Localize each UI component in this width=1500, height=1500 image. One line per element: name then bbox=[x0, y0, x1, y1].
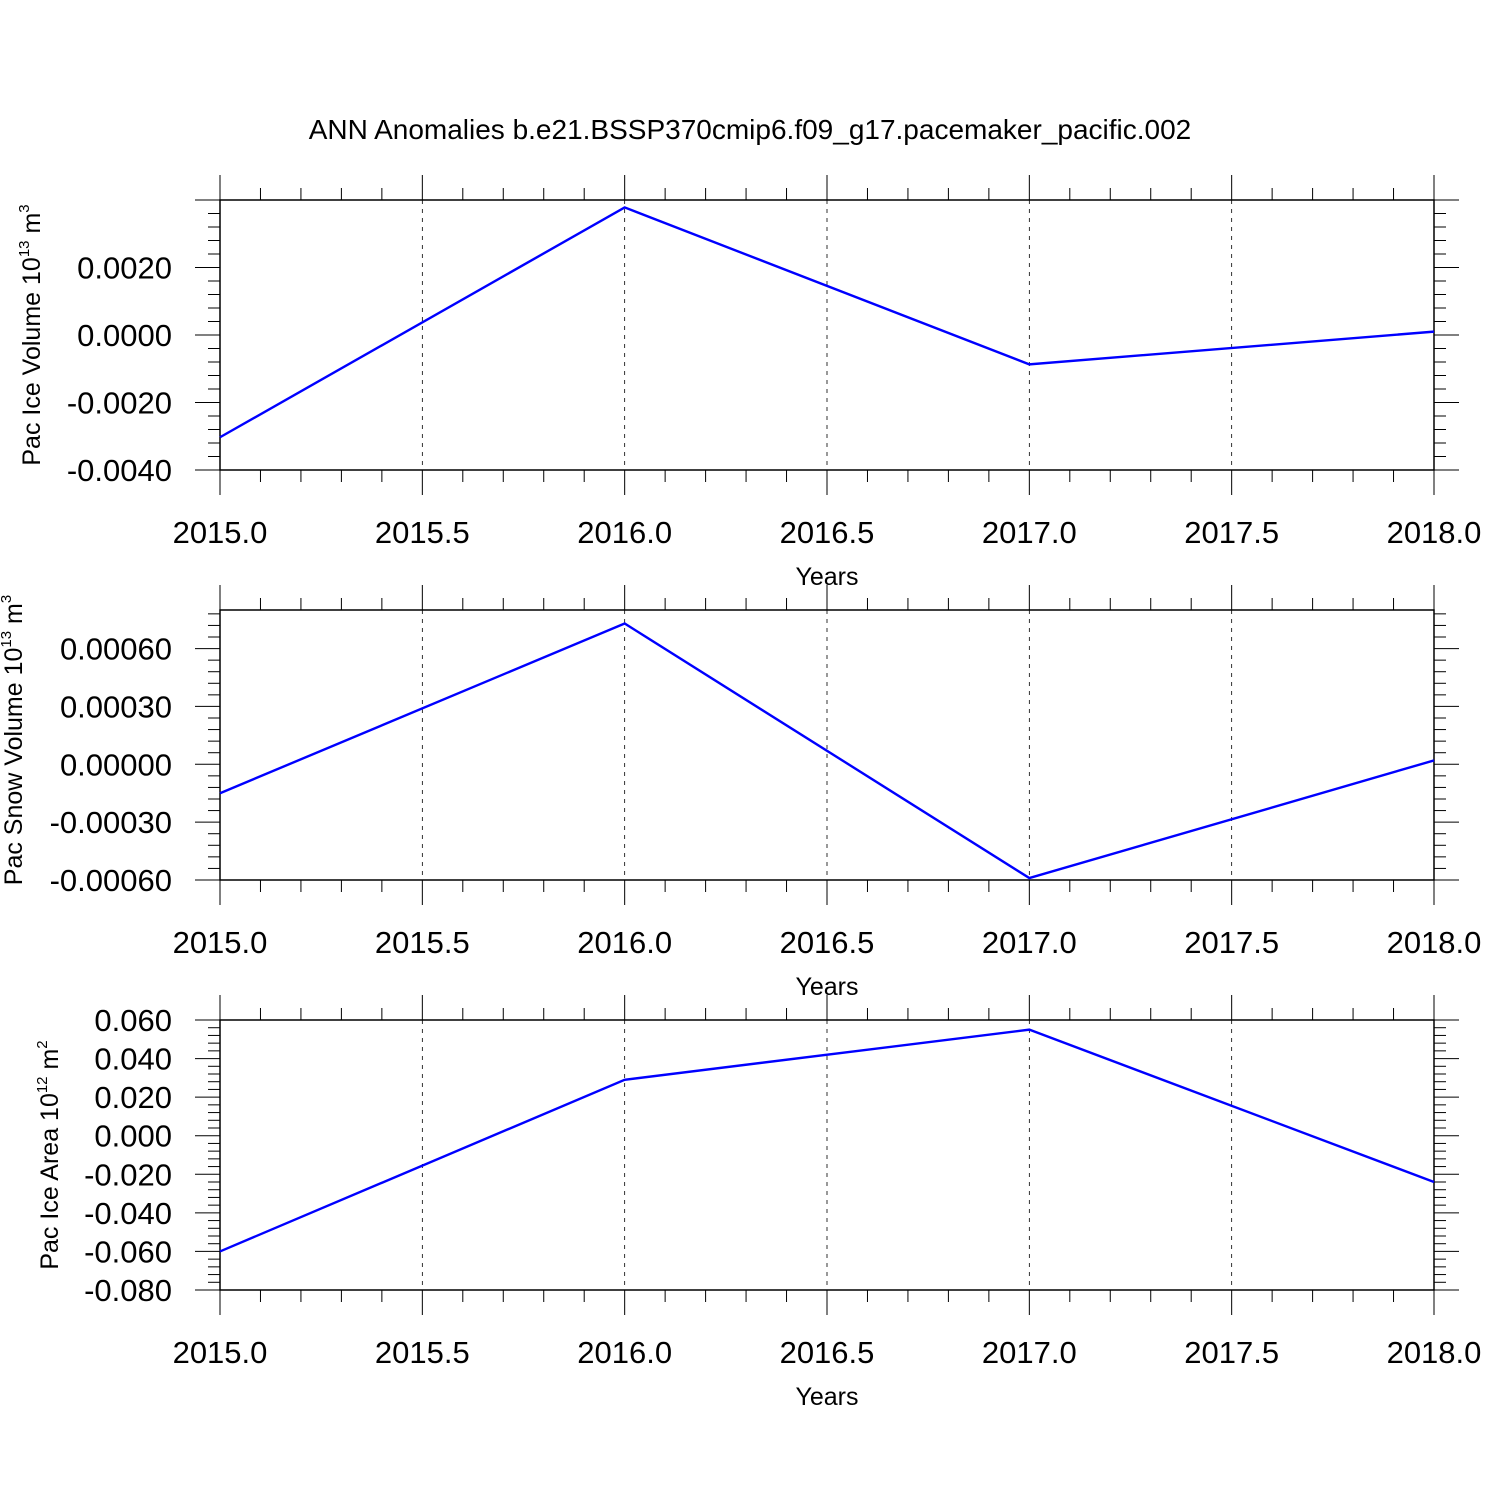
x-tick-label: 2016.0 bbox=[577, 925, 672, 960]
x-tick-label: 2015.5 bbox=[375, 925, 470, 960]
y-tick-label: -0.0020 bbox=[67, 386, 172, 421]
x-tick-label: 2015.5 bbox=[375, 1335, 470, 1370]
y-tick-label: -0.00030 bbox=[50, 805, 172, 840]
y-tick-label: 0.0000 bbox=[77, 318, 172, 353]
x-tick-label: 2017.0 bbox=[982, 925, 1077, 960]
y-tick-label: 0.040 bbox=[94, 1042, 172, 1077]
x-tick-label: 2015.5 bbox=[375, 515, 470, 550]
x-tick-label: 2018.0 bbox=[1387, 515, 1482, 550]
x-tick-label: 2017.0 bbox=[982, 1335, 1077, 1370]
x-axis-label: Years bbox=[795, 1383, 858, 1411]
y-tick-label: 0.000 bbox=[94, 1119, 172, 1154]
x-tick-label: 2015.0 bbox=[173, 515, 268, 550]
y-axis-label: Pac Snow Volume 1013 m3 bbox=[0, 595, 28, 885]
x-tick-label: 2016.0 bbox=[577, 1335, 672, 1370]
x-tick-label: 2017.5 bbox=[1184, 1335, 1279, 1370]
x-tick-label: 2018.0 bbox=[1387, 1335, 1482, 1370]
series-line-1 bbox=[219, 622, 1435, 880]
y-tick-label: 0.020 bbox=[94, 1080, 172, 1115]
y-tick-label: -0.00060 bbox=[50, 863, 172, 898]
x-tick-label: 2015.0 bbox=[173, 1335, 268, 1370]
x-tick-label: 2017.0 bbox=[982, 515, 1077, 550]
x-tick-label: 2016.0 bbox=[577, 515, 672, 550]
x-tick-label: 2016.5 bbox=[780, 515, 875, 550]
x-tick-label: 2015.0 bbox=[173, 925, 268, 960]
y-tick-label: -0.0040 bbox=[67, 453, 172, 488]
y-tick-label: -0.020 bbox=[84, 1157, 172, 1192]
x-tick-label: 2017.5 bbox=[1184, 925, 1279, 960]
panel-3: 2015.0 2015.5 2016.0 2016.5 2017.0 2017.5 2018… bbox=[34, 995, 1481, 1411]
y-tick-label: 0.00060 bbox=[60, 632, 172, 667]
x-tick-label: 2017.5 bbox=[1184, 515, 1279, 550]
y-tick-label: 0.00000 bbox=[60, 747, 172, 782]
y-tick-label: 0.00030 bbox=[60, 689, 172, 724]
y-tick-label: 0.0020 bbox=[77, 251, 172, 286]
y-tick-label: -0.080 bbox=[84, 1273, 172, 1308]
x-tick-label: 2016.5 bbox=[780, 925, 875, 960]
panel-1: 2015.0 2015.5 2016.0 2016.5 2017.0 2017.5 2018… bbox=[16, 175, 1481, 591]
x-tick-label: 2016.5 bbox=[780, 1335, 875, 1370]
x-tick-label: 2018.0 bbox=[1387, 925, 1482, 960]
y-tick-label: -0.040 bbox=[84, 1196, 172, 1231]
series-line-1 bbox=[219, 1028, 1435, 1253]
y-axis-label: Pac Ice Volume 1013 m3 bbox=[16, 204, 46, 465]
y-tick-label: 0.060 bbox=[94, 1003, 172, 1038]
series-line-1 bbox=[219, 206, 1435, 439]
figure-title: ANN Anomalies b.e21.BSSP370cmip6.f09_g17… bbox=[309, 114, 1192, 145]
y-axis-label: Pac Ice Area 1012 m2 bbox=[34, 1040, 64, 1269]
y-tick-label: -0.060 bbox=[84, 1234, 172, 1269]
panel-2: 2015.0 2015.5 2016.0 2016.5 2017.0 2017.5 2018… bbox=[0, 585, 1481, 1001]
